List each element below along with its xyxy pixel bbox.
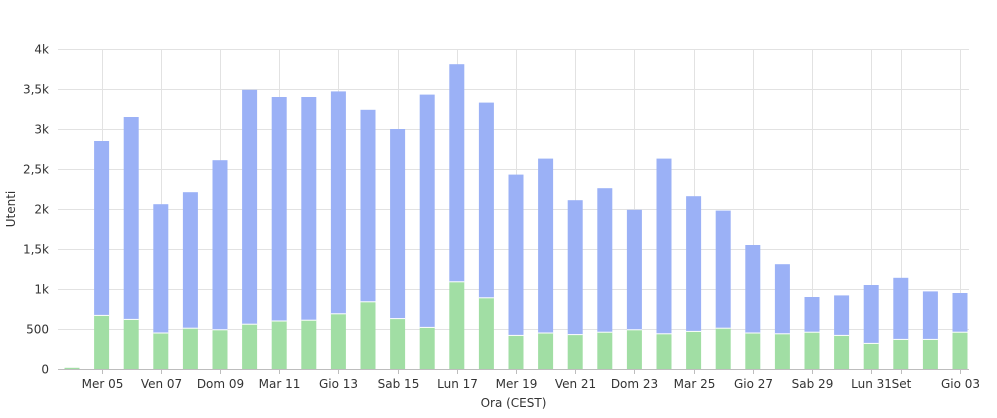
bar-segment-bottom[interactable]: [774, 333, 790, 369]
x-tick-label: Gio 27: [734, 377, 773, 391]
bar-segment-top[interactable]: [686, 196, 702, 332]
bar-segment-bottom[interactable]: [123, 319, 139, 369]
bar-segment-bottom[interactable]: [271, 321, 287, 369]
bar-segment-bottom[interactable]: [893, 339, 909, 369]
bar-segment-top[interactable]: [478, 102, 494, 298]
x-tick-label: Gio 13: [319, 377, 358, 391]
bar-segment-bottom[interactable]: [390, 318, 406, 369]
x-tick-label: Lun 31: [851, 377, 892, 391]
y-tick-label: 500: [26, 323, 49, 337]
bar-segment-bottom[interactable]: [952, 332, 968, 369]
bar-segment-bottom[interactable]: [330, 313, 346, 369]
bar-segment-bottom[interactable]: [153, 333, 169, 369]
bar-segment-bottom[interactable]: [804, 332, 820, 369]
y-tick-label: 4k: [34, 43, 49, 57]
bar-segment-top[interactable]: [330, 91, 346, 314]
bar-segment-bottom[interactable]: [508, 335, 524, 369]
bar-segment-bottom[interactable]: [419, 327, 435, 369]
bar-segment-top[interactable]: [94, 141, 110, 316]
bar-segment-top[interactable]: [212, 160, 228, 330]
bar-segment-top[interactable]: [893, 277, 909, 340]
bar-segment-top[interactable]: [804, 297, 820, 333]
bar-segment-top[interactable]: [863, 285, 879, 344]
bar-segment-top[interactable]: [360, 109, 376, 302]
bar-segment-bottom[interactable]: [212, 329, 228, 369]
bar-segment-bottom[interactable]: [834, 335, 850, 369]
bar-segment-top[interactable]: [774, 264, 790, 334]
bar-segment-top[interactable]: [597, 188, 613, 333]
x-tick-label: Ven 07: [141, 377, 182, 391]
bar-segment-top[interactable]: [301, 97, 317, 321]
bar-segment-top[interactable]: [153, 204, 169, 333]
bar-segment-top[interactable]: [745, 245, 761, 333]
bar-segment-top[interactable]: [567, 200, 583, 335]
y-axis-title: Utenti: [4, 191, 18, 228]
bar-segment-bottom[interactable]: [922, 339, 938, 369]
bar-segment-bottom[interactable]: [538, 333, 554, 369]
bar-segment-top[interactable]: [182, 192, 198, 329]
y-tick-label: 0: [41, 363, 49, 377]
x-tick-label: Sab 29: [792, 377, 834, 391]
axis-layer: 0 500 1k 1,5k 2k 2,5k 3k 3,5k 4k Mer 05 Ven 07 Dom …: [23, 43, 980, 392]
x-tick-label: Mar 25: [674, 377, 716, 391]
x-tick-label: Mar 11: [259, 377, 301, 391]
bar-segment-bottom[interactable]: [64, 367, 80, 369]
bar-segment-top[interactable]: [242, 89, 258, 325]
x-tick-label: Set: [892, 377, 912, 391]
bar-segment-top[interactable]: [834, 295, 850, 336]
x-tick-label: Lun 17: [437, 377, 478, 391]
bar-segment-top[interactable]: [123, 117, 139, 320]
bar-segment-bottom[interactable]: [449, 281, 465, 369]
x-tick-label: Mer 05: [82, 377, 124, 391]
bar-segment-top[interactable]: [656, 158, 672, 334]
bar-segment-top[interactable]: [419, 94, 435, 328]
bar-segment-top[interactable]: [538, 158, 554, 333]
x-tick-label: Dom 09: [197, 377, 244, 391]
bar-segment-bottom[interactable]: [863, 343, 879, 369]
y-tick-label: 2,5k: [23, 163, 49, 177]
bar-segment-top[interactable]: [271, 97, 287, 321]
bar-segment-top[interactable]: [508, 174, 524, 336]
bar-segment-bottom[interactable]: [182, 328, 198, 369]
bar-segment-top[interactable]: [922, 291, 938, 340]
bar-segment-bottom[interactable]: [567, 334, 583, 369]
y-tick-label: 3,5k: [23, 83, 49, 97]
bar-layer: [64, 64, 968, 369]
bar-segment-bottom[interactable]: [597, 332, 613, 369]
bar-segment-bottom[interactable]: [745, 333, 761, 369]
y-tick-label: 1k: [34, 283, 49, 297]
bar-segment-top[interactable]: [390, 129, 406, 319]
y-tick-label: 3k: [34, 123, 49, 137]
bar-segment-bottom[interactable]: [94, 315, 110, 369]
bar-segment-top[interactable]: [715, 210, 731, 329]
bar-segment-bottom[interactable]: [360, 301, 376, 369]
bar-segment-bottom[interactable]: [626, 329, 642, 369]
bar-segment-bottom[interactable]: [656, 333, 672, 369]
x-tick-label: Gio 03: [941, 377, 980, 391]
x-tick-label: Mer 19: [496, 377, 538, 391]
y-tick-label: 1,5k: [23, 243, 49, 257]
bar-segment-bottom[interactable]: [301, 320, 317, 369]
bar-segment-top[interactable]: [449, 64, 465, 282]
bar-segment-top[interactable]: [952, 293, 968, 333]
bar-segment-bottom[interactable]: [686, 331, 702, 369]
x-tick-label: Dom 23: [611, 377, 658, 391]
x-axis-title: Ora (CEST): [481, 396, 547, 410]
y-tick-label: 2k: [34, 203, 49, 217]
x-tick-label: Ven 21: [555, 377, 596, 391]
bar-segment-bottom[interactable]: [242, 324, 258, 369]
bar-segment-bottom[interactable]: [715, 328, 731, 369]
bar-segment-bottom[interactable]: [478, 297, 494, 369]
x-tick-label: Sab 15: [378, 377, 420, 391]
bar-segment-top[interactable]: [626, 209, 642, 330]
